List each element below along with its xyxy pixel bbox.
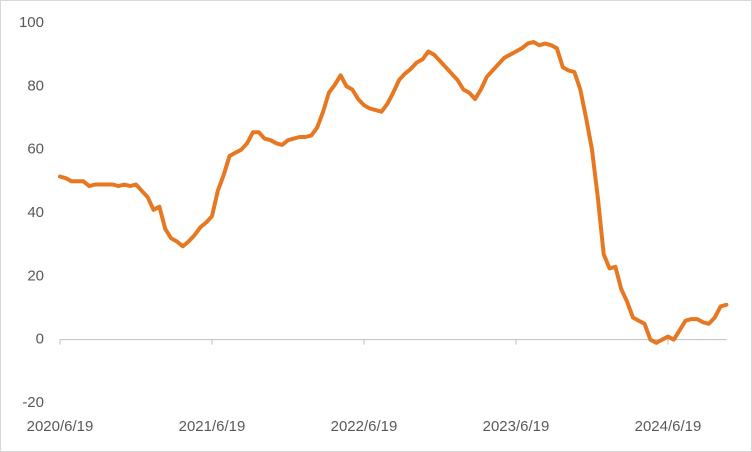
y-tick-label: -20 [22, 394, 44, 411]
x-tick-label: 2020/6/19 [27, 418, 94, 435]
y-tick-label: 100 [19, 14, 44, 31]
y-tick-label: 60 [27, 141, 44, 158]
x-tick-label: 2022/6/19 [331, 418, 398, 435]
x-tick-label: 2021/6/19 [179, 418, 246, 435]
y-tick-label: 40 [27, 204, 44, 221]
y-tick-label: 20 [27, 267, 44, 284]
series-line [58, 40, 729, 345]
y-tick-label: 0 [36, 331, 44, 348]
x-tick-label: 2023/6/19 [483, 418, 550, 435]
y-tick-label: 80 [27, 77, 44, 94]
x-tick-label: 2024/6/19 [635, 418, 702, 435]
